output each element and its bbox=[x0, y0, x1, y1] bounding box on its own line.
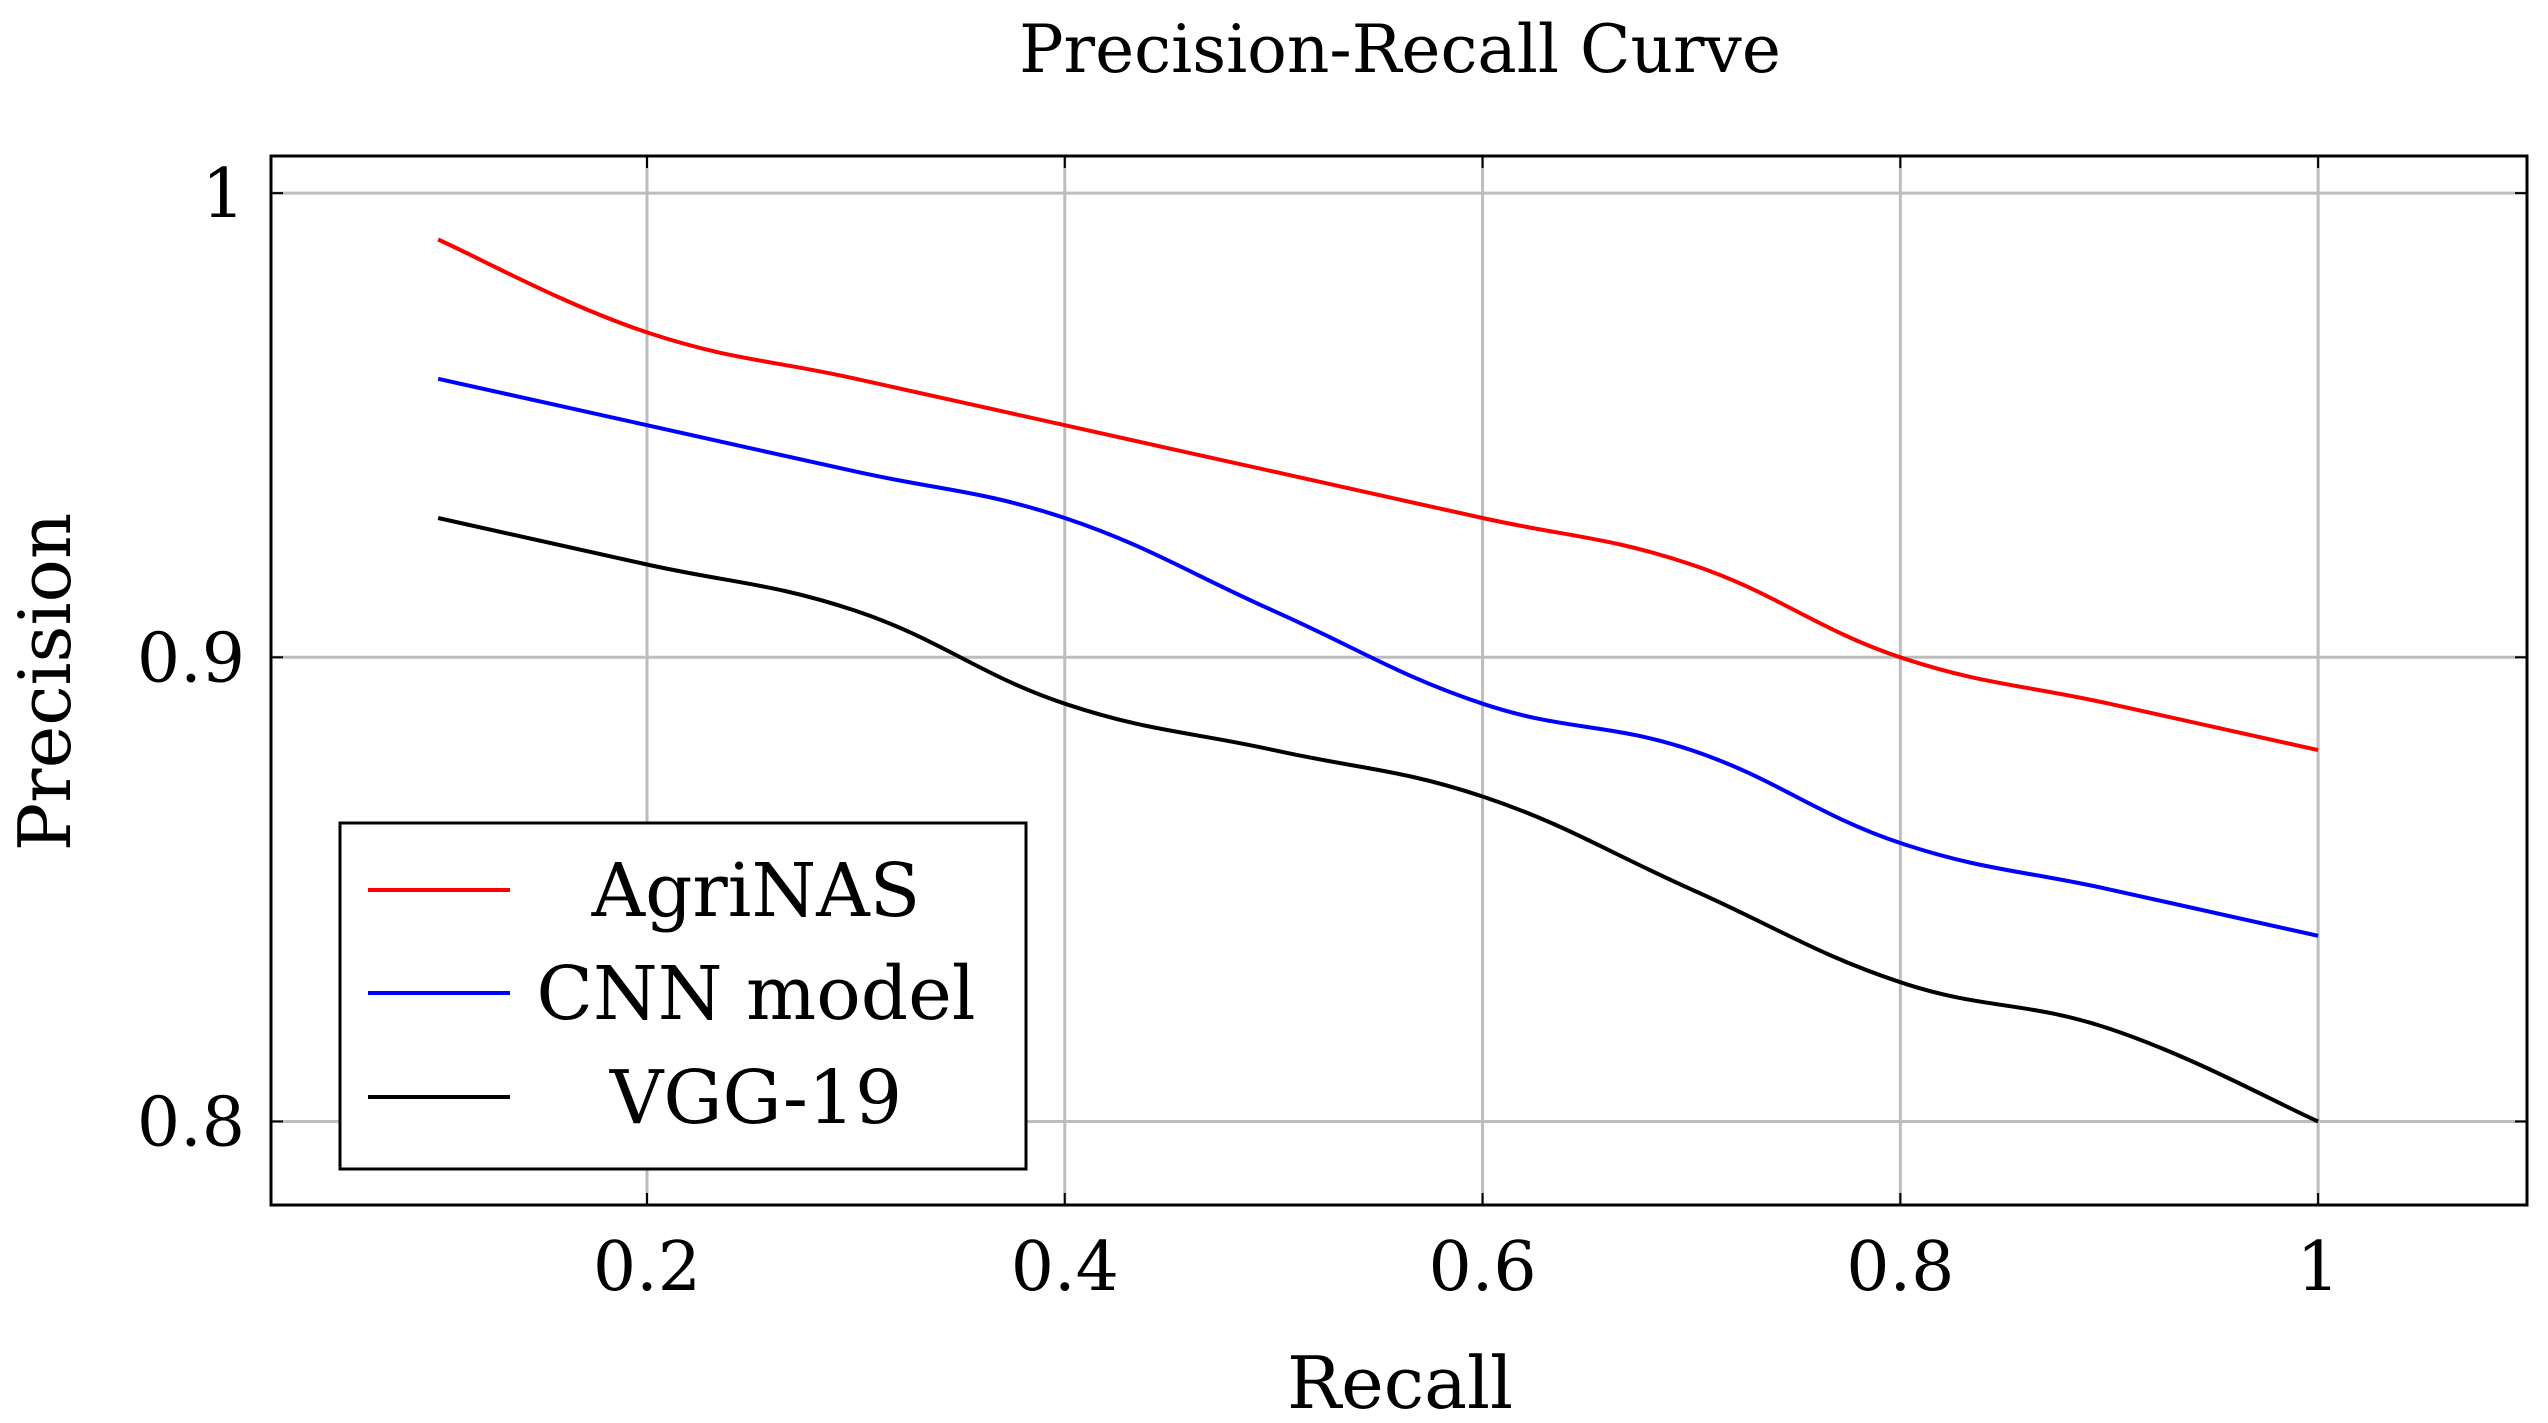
y-axis-label: Precision bbox=[3, 513, 87, 852]
legend: AgriNAS CNN model VGG-19 bbox=[338, 821, 1028, 1171]
legend-label: VGG-19 bbox=[609, 1055, 902, 1141]
series-line-agrinas bbox=[437, 237, 2319, 753]
series-lines bbox=[437, 237, 2319, 1124]
legend-box bbox=[338, 821, 1028, 1171]
axis-ticks: 0.2 0.4 0.6 0.8 1 0.8 0.9 1 bbox=[137, 155, 2527, 1307]
x-tick-label: 0.2 bbox=[593, 1228, 701, 1307]
x-tick-label: 0.6 bbox=[1428, 1228, 1536, 1307]
y-tick-label: 0.8 bbox=[137, 1083, 245, 1162]
plot-area-frame bbox=[269, 154, 2529, 1207]
x-tick-label: 0.4 bbox=[1011, 1228, 1119, 1307]
series-line-cnn-model bbox=[437, 376, 2319, 938]
x-tick-label: 0.8 bbox=[1846, 1228, 1954, 1307]
x-tick-label: 1 bbox=[2296, 1228, 2339, 1307]
legend-label: CNN model bbox=[536, 951, 975, 1037]
y-tick-label: 0.9 bbox=[137, 619, 245, 698]
series-line-vgg-19 bbox=[437, 516, 2319, 1124]
y-tick-label: 1 bbox=[202, 155, 245, 234]
chart-title: Precision-Recall Curve bbox=[1019, 11, 1781, 88]
legend-label: AgriNAS bbox=[591, 848, 921, 934]
x-axis-label: Recall bbox=[1287, 1341, 1513, 1423]
